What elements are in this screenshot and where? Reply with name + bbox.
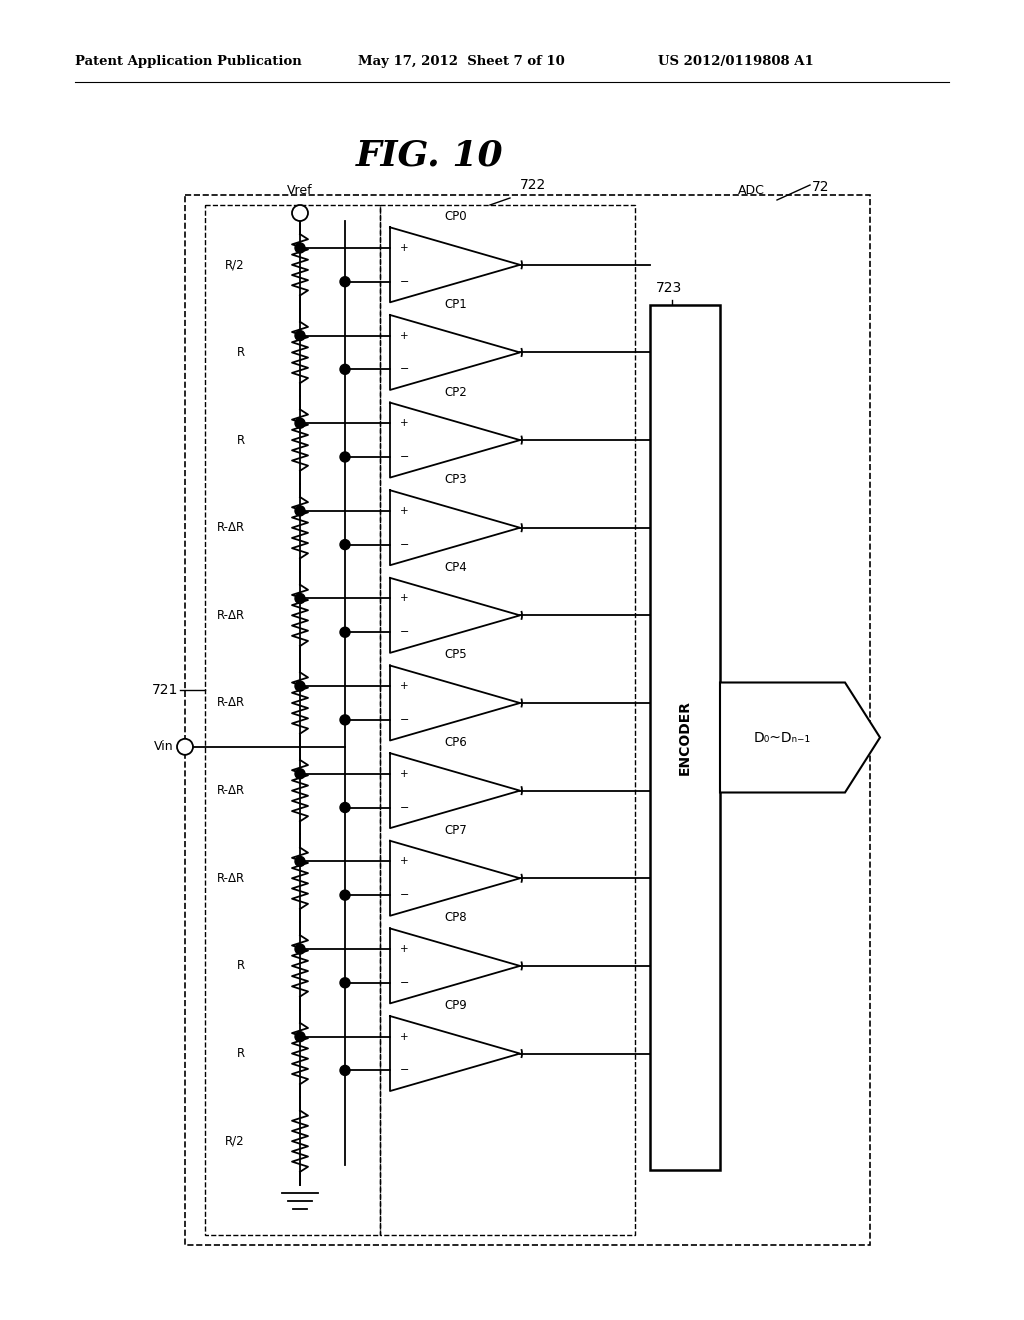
Text: −: − [400, 451, 410, 462]
Text: −: − [400, 364, 410, 375]
Circle shape [340, 451, 350, 462]
Text: ADC: ADC [738, 183, 765, 197]
Text: R/2: R/2 [225, 1135, 245, 1147]
Text: R: R [237, 960, 245, 973]
Text: −: − [400, 978, 410, 987]
Text: R-ΔR: R-ΔR [217, 871, 245, 884]
Text: R: R [237, 346, 245, 359]
Circle shape [340, 364, 350, 375]
Text: FIG. 10: FIG. 10 [356, 139, 504, 172]
Text: −: − [400, 1065, 410, 1076]
Text: ENCODER: ENCODER [678, 700, 692, 775]
Text: R/2: R/2 [225, 259, 245, 272]
Circle shape [340, 540, 350, 549]
Circle shape [340, 803, 350, 813]
Text: R-ΔR: R-ΔR [217, 521, 245, 535]
Text: CP7: CP7 [444, 824, 467, 837]
Circle shape [295, 1032, 305, 1041]
Text: −: − [400, 715, 410, 725]
Text: −: − [400, 277, 410, 286]
Text: Vref: Vref [287, 183, 312, 197]
Text: +: + [400, 768, 409, 779]
Text: +: + [400, 1032, 409, 1041]
Bar [380, 205, 635, 1236]
Polygon shape [720, 682, 880, 792]
Text: R-ΔR: R-ΔR [217, 784, 245, 797]
Text: CP1: CP1 [444, 298, 467, 312]
Text: 723: 723 [656, 281, 682, 294]
Text: +: + [400, 594, 409, 603]
Circle shape [340, 627, 350, 638]
Text: +: + [400, 418, 409, 428]
Text: R-ΔR: R-ΔR [217, 609, 245, 622]
Text: −: − [400, 627, 410, 638]
Text: CP6: CP6 [444, 737, 467, 750]
Text: 72: 72 [812, 180, 829, 194]
Text: 721: 721 [152, 682, 178, 697]
Text: +: + [400, 243, 409, 253]
Text: −: − [400, 803, 410, 813]
Text: US 2012/0119808 A1: US 2012/0119808 A1 [658, 55, 814, 69]
Text: Patent Application Publication: Patent Application Publication [75, 55, 302, 69]
Bar [185, 195, 870, 1245]
Circle shape [292, 205, 308, 220]
Text: CP3: CP3 [444, 474, 467, 486]
Text: +: + [400, 857, 409, 866]
Text: D₀~Dₙ₋₁: D₀~Dₙ₋₁ [754, 730, 811, 744]
Text: CP4: CP4 [444, 561, 467, 574]
Text: May 17, 2012  Sheet 7 of 10: May 17, 2012 Sheet 7 of 10 [358, 55, 565, 69]
Circle shape [295, 857, 305, 866]
Bar [650, 305, 720, 1170]
Text: CP2: CP2 [444, 385, 467, 399]
Circle shape [177, 739, 193, 755]
Circle shape [295, 330, 305, 341]
Circle shape [340, 890, 350, 900]
Circle shape [295, 944, 305, 954]
Text: R: R [237, 1047, 245, 1060]
Text: +: + [400, 506, 409, 516]
Text: CP0: CP0 [444, 210, 467, 223]
Text: +: + [400, 944, 409, 954]
Text: CP5: CP5 [444, 648, 467, 661]
Text: −: − [400, 890, 410, 900]
Circle shape [340, 978, 350, 987]
Text: Vin: Vin [155, 741, 174, 754]
Circle shape [295, 243, 305, 253]
Text: +: + [400, 330, 409, 341]
Circle shape [340, 277, 350, 286]
Circle shape [295, 594, 305, 603]
Text: CP8: CP8 [444, 911, 467, 924]
Circle shape [340, 715, 350, 725]
Text: R-ΔR: R-ΔR [217, 697, 245, 710]
Circle shape [295, 506, 305, 516]
Text: +: + [400, 681, 409, 692]
Circle shape [295, 681, 305, 692]
Circle shape [295, 418, 305, 428]
Circle shape [340, 1065, 350, 1076]
Text: 722: 722 [520, 178, 546, 191]
Circle shape [295, 768, 305, 779]
Text: −: − [400, 540, 410, 549]
Text: R: R [237, 433, 245, 446]
Text: CP9: CP9 [444, 999, 467, 1012]
Bar [205, 205, 380, 1236]
